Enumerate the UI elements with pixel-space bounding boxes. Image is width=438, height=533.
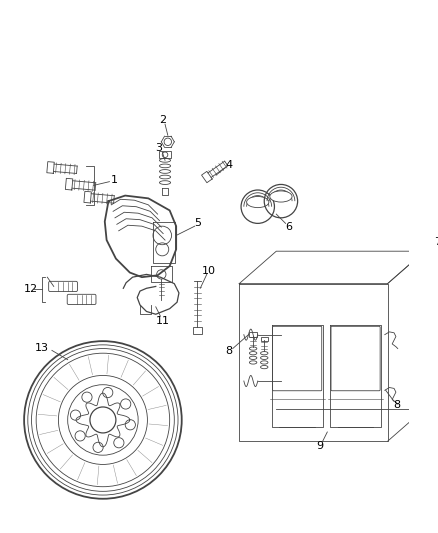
Text: 3: 3 [155,143,162,154]
Text: 8: 8 [226,346,233,357]
Text: 8: 8 [393,400,400,410]
Text: 7: 7 [434,237,438,247]
Text: 4: 4 [226,160,233,170]
Text: 10: 10 [201,265,215,276]
Ellipse shape [247,197,269,208]
Text: 11: 11 [156,316,170,326]
Ellipse shape [270,191,292,202]
Text: 12: 12 [24,284,38,294]
Text: 2: 2 [159,116,166,125]
Text: 9: 9 [316,441,323,451]
Text: 6: 6 [285,222,292,232]
Text: 5: 5 [194,219,201,228]
Text: 1: 1 [111,175,118,185]
Text: 13: 13 [35,343,49,353]
